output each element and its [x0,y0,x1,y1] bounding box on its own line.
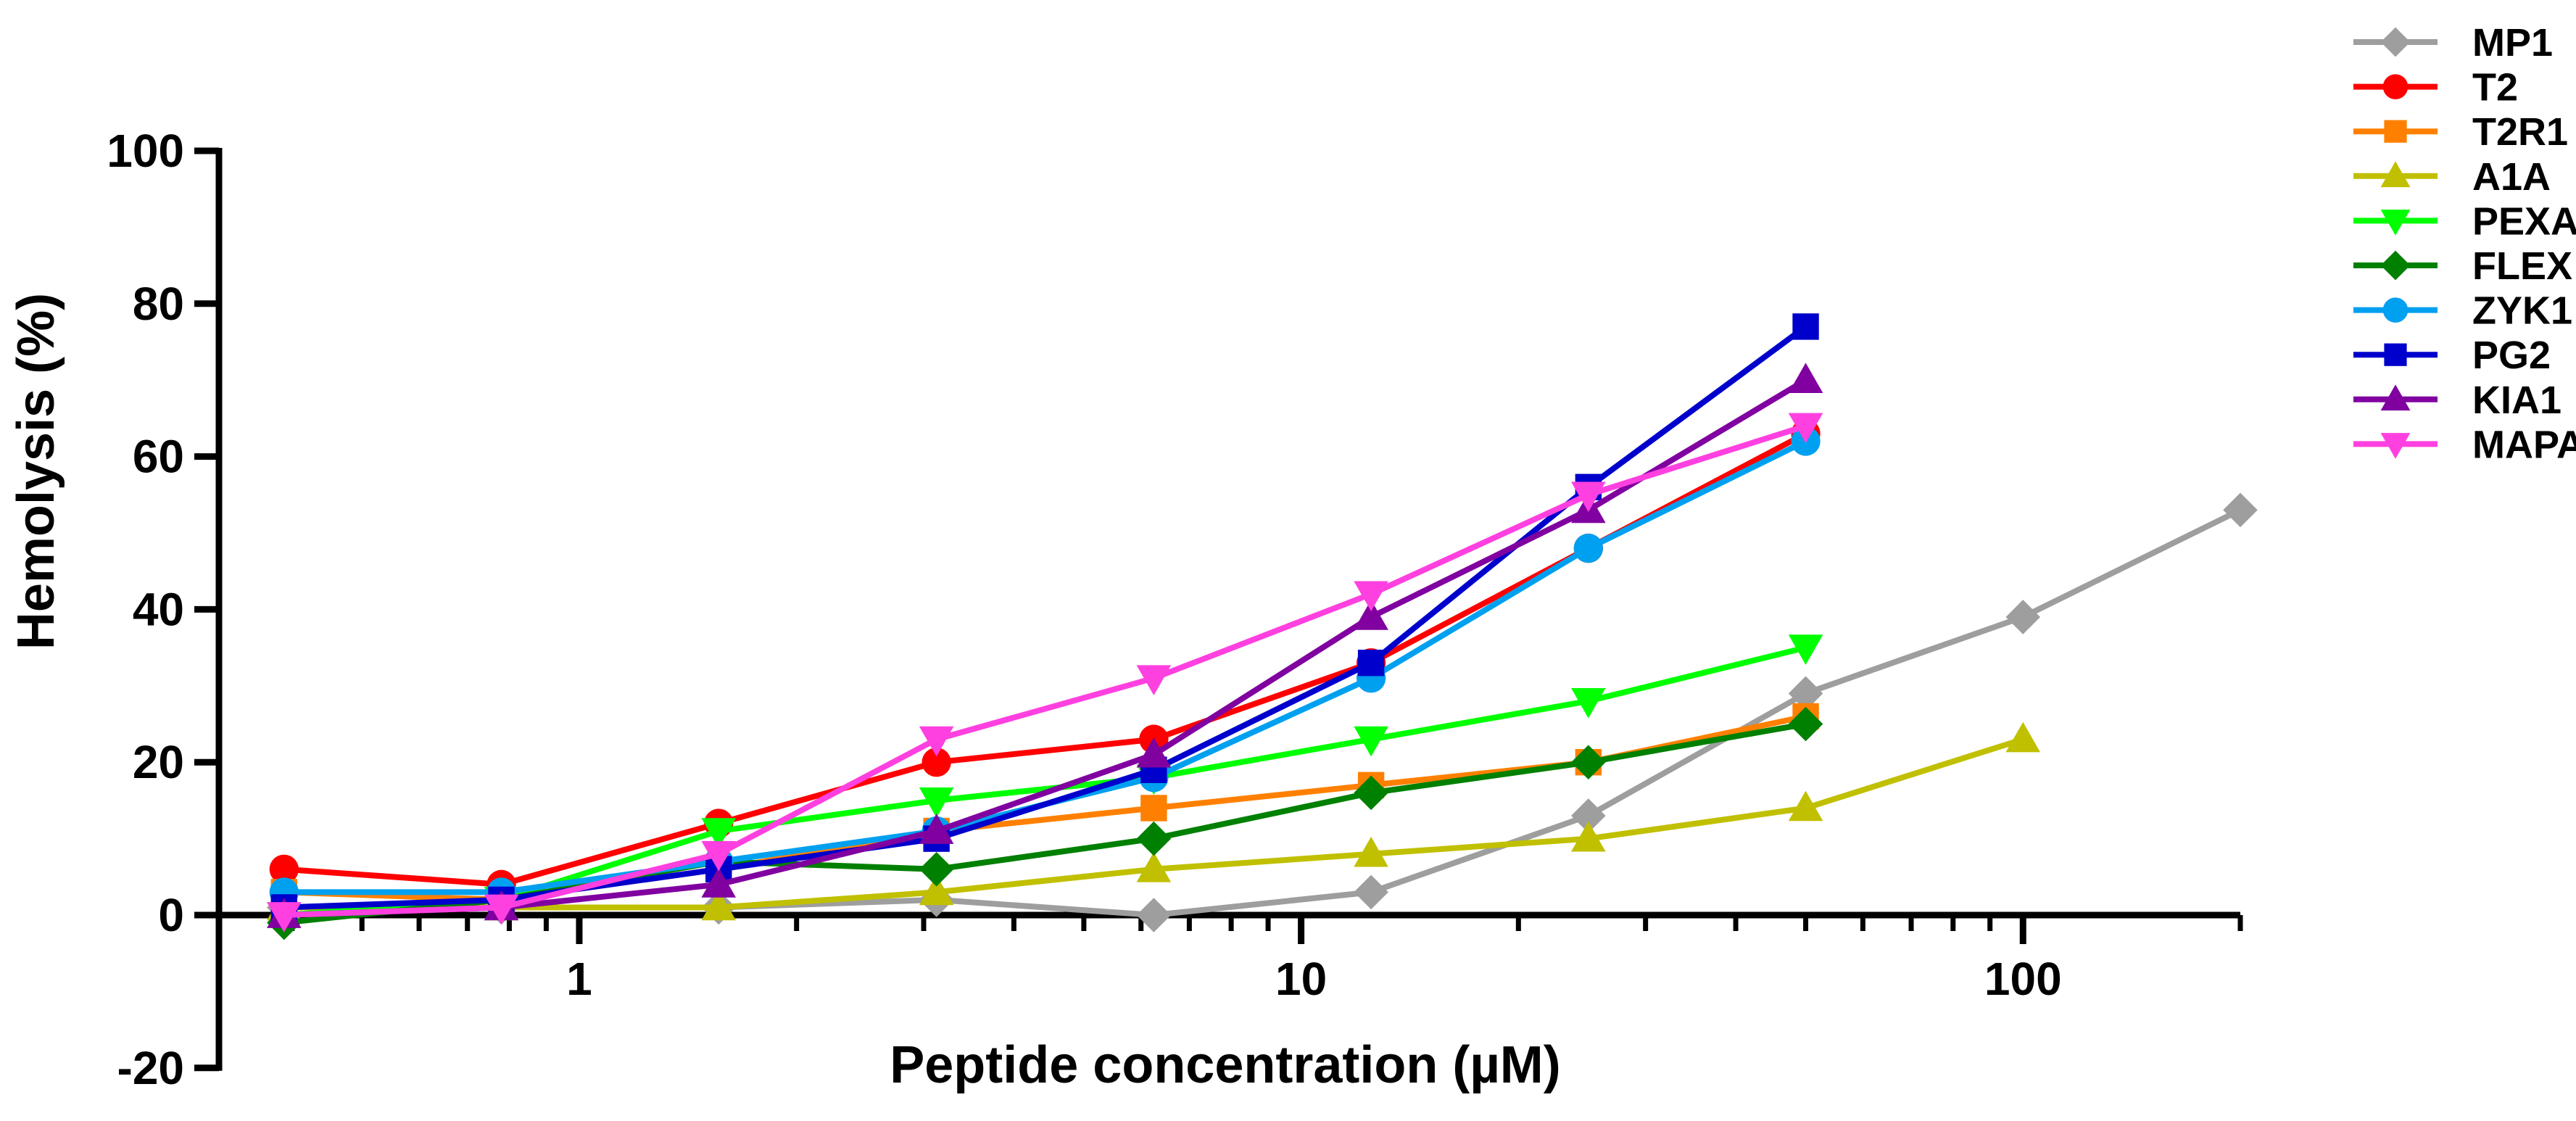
legend-label: A1A [2472,155,2551,199]
data-point-a1a [1571,821,1606,852]
legend-label: KIA1 [2472,379,2561,422]
axes: -20 0 20 40 60 80 100 1 10 100 [107,125,2243,1094]
legend-item-mapa: MAPA [2353,423,2576,466]
data-point-kia1 [1354,600,1388,630]
data-point-mapa [484,894,519,925]
series-kia1 [266,363,1823,928]
data-point-kia1 [701,867,737,898]
data-point-flex [1788,706,1823,742]
legend-item-flex: FLEX [2353,244,2572,288]
data-point-pexa [1788,634,1823,665]
x-tick-label: 10 [1275,953,1327,1005]
x-tick-label: 1 [566,953,592,1005]
data-point-t2 [922,748,951,777]
data-point-mp1 [2223,492,2258,528]
legend-item-pexa: PEXA [2353,199,2576,243]
data-point-mp1 [2005,600,2041,634]
legend-label: T2 [2472,66,2518,109]
legend-marker [2382,297,2409,323]
data-point-pexa [1354,726,1388,757]
legend-marker [2380,384,2411,411]
y-tick-label: 80 [133,278,184,330]
data-point-a1a [2005,721,2041,753]
legend-label: FLEX [2472,244,2572,288]
legend-label: ZYK1 [2472,289,2572,333]
legend-item-zyk1: ZYK1 [2353,289,2572,333]
series-line-kia1 [283,377,1807,918]
data-point-flex [1354,775,1388,811]
data-point-kia1 [919,814,954,844]
data-point-mapa [701,840,737,872]
legend-marker [2380,27,2411,57]
legend-label: PEXA [2472,199,2576,243]
y-tick-label: 60 [133,431,184,483]
legend-item-t2r1: T2R1 [2353,110,2568,154]
y-axis-title: Hemolysis (%) [7,293,65,650]
data-point-a1a [1788,790,1823,822]
series-line-zyk1 [283,438,1807,895]
legend-marker [2382,74,2409,99]
legend-item-kia1: KIA1 [2353,379,2561,422]
data-point-mapa [1136,665,1172,696]
legend-marker [2384,120,2407,143]
legend-item-a1a: A1A [2353,155,2551,199]
data-point-a1a [919,874,954,906]
data-point-pexa [1571,688,1606,719]
legend-label: PG2 [2472,334,2551,377]
data-point-flex [919,851,954,887]
x-axis-title: Peptide concentration (µM) [890,1036,1561,1094]
legend-item-mp1: MP1 [2353,21,2553,65]
legend-marker [2380,210,2411,236]
series-line-t2r1 [283,713,1807,903]
x-tick-label: 100 [1984,953,2062,1005]
data-point-flex [1571,745,1606,779]
legend-label: T2R1 [2472,110,2568,154]
data-point-pexa [701,818,737,848]
data-point-mp1 [1571,798,1606,833]
data-point-zyk1 [1573,533,1603,563]
legend-item-t2: T2 [2353,66,2518,109]
legend-label: MP1 [2472,21,2553,65]
series-line-pg2 [283,324,1807,911]
legend-marker [2380,433,2411,459]
data-point-mapa [1571,481,1606,513]
data-point-mp1 [1354,874,1388,910]
data-point-flex [1136,821,1172,856]
data-point-a1a [1354,836,1388,867]
data-point-mapa [1788,413,1823,444]
data-point-kia1 [1136,737,1172,768]
y-tick-label: 40 [133,583,184,635]
data-point-pexa [919,787,954,818]
series-line-mapa [283,423,1807,918]
data-point-mp1 [1136,898,1172,932]
series-line-mp1 [283,507,2242,918]
y-tick-label: 20 [133,736,184,788]
y-tick-label: -20 [117,1042,185,1094]
series-layer [266,313,2258,940]
legend-marker [2380,161,2411,188]
data-point-kia1 [1788,363,1823,394]
y-tick-label: 0 [158,889,184,941]
series-mapa [266,413,1823,932]
legend-label: MAPA [2472,423,2576,466]
data-point-mapa [266,902,302,932]
data-point-a1a [1136,851,1172,882]
data-point-t2r1 [1140,795,1167,822]
legend-marker [2384,343,2407,366]
data-point-a1a [701,890,737,921]
y-tick-label: 100 [107,125,184,177]
data-point-mapa [919,726,954,757]
legend-item-pg2: PG2 [2353,334,2551,377]
data-point-pg2 [1792,313,1819,340]
data-point-mapa [1354,581,1388,612]
legend-marker [2380,250,2411,281]
data-point-mp1 [1788,676,1823,711]
data-point-pg2 [1357,649,1385,677]
data-point-t2 [269,854,299,884]
